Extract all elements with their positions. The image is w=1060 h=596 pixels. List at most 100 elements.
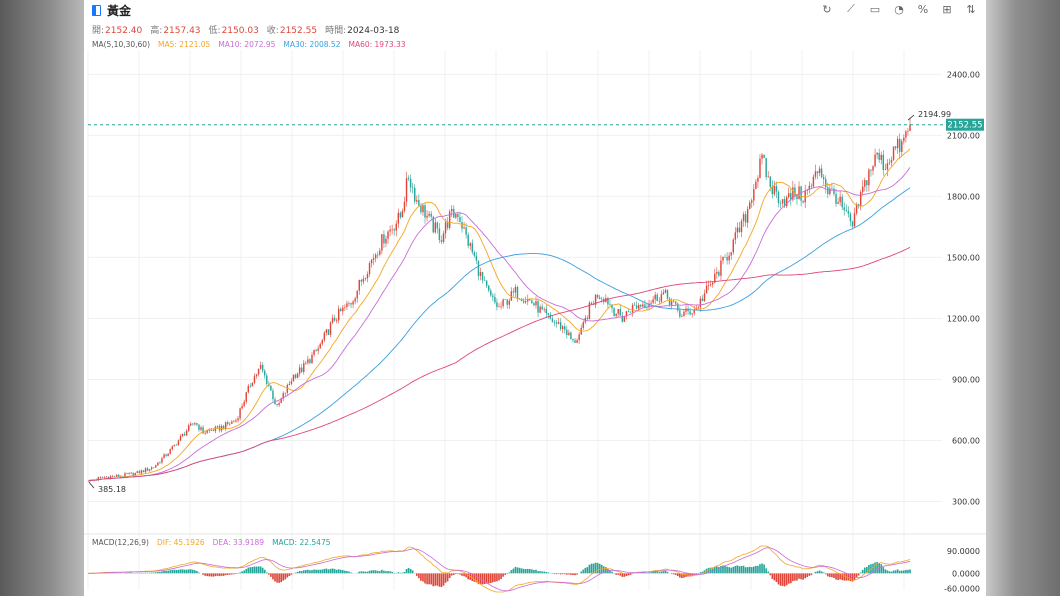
- ohlc-label: 收:: [266, 26, 279, 36]
- macd-histogram-bar: [561, 573, 564, 575]
- legend-item: DEA: 33.9189: [212, 538, 265, 547]
- candle-body: [718, 271, 720, 276]
- macd-histogram-bar: [298, 570, 301, 574]
- macd-histogram-bar: [282, 573, 285, 581]
- candle-body: [317, 348, 319, 351]
- candle-body: [794, 187, 796, 196]
- ohlc-value: 2157.43: [163, 26, 201, 36]
- pie-icon[interactable]: ◔: [894, 2, 904, 16]
- macd-histogram-bar: [736, 565, 739, 574]
- macd-histogram-bar: [619, 573, 622, 576]
- candle-body: [500, 306, 502, 307]
- candle-body: [442, 233, 445, 242]
- macd-histogram-bar: [849, 573, 852, 582]
- macd-histogram-bar: [874, 562, 876, 574]
- candle-body: [670, 301, 673, 306]
- price-chart[interactable]: 2400.00 2100.00 1800.00 1500.00 1200.00 900.0…: [84, 0, 986, 596]
- macd-histogram-bar: [247, 567, 250, 574]
- candle-body: [672, 301, 675, 302]
- macd-histogram-bar: [333, 568, 336, 574]
- candle-body: [901, 141, 903, 152]
- macd-histogram-bar: [311, 570, 313, 574]
- candle-body: [418, 200, 420, 206]
- candle-body: [202, 427, 204, 434]
- candle-body: [414, 187, 416, 202]
- candle-body: [730, 252, 732, 256]
- candle-body: [714, 273, 716, 283]
- candle-body: [870, 169, 872, 171]
- macd-histogram-bar: [407, 567, 410, 574]
- indicator-icon[interactable]: ▭: [869, 2, 881, 16]
- macd-histogram-bar: [245, 568, 248, 574]
- percent-icon[interactable]: %: [917, 2, 929, 16]
- candle-body: [886, 163, 889, 170]
- macd-histogram-bar: [798, 573, 800, 579]
- candle-body: [440, 240, 443, 242]
- macd-histogram-bar: [642, 572, 644, 574]
- ohlc-value: 2152.40: [105, 26, 143, 36]
- candle-body: [113, 476, 116, 477]
- macd-histogram-bar: [372, 570, 375, 574]
- candle-body: [712, 282, 714, 285]
- candle-body: [190, 423, 192, 426]
- macd-histogram-bar: [752, 566, 755, 574]
- candle-body: [118, 474, 120, 477]
- macd-histogram-bar: [185, 569, 188, 574]
- last-price-tag-label: 2152.55: [947, 121, 982, 131]
- macd-histogram-bar: [662, 571, 665, 574]
- macd-histogram-bar: [224, 573, 227, 576]
- macd-histogram-bar: [477, 573, 480, 585]
- macd-histogram-bar: [360, 571, 363, 574]
- candle-body: [722, 256, 724, 261]
- draw-icon[interactable]: ⟋: [847, 2, 855, 15]
- candle-body: [282, 393, 284, 399]
- candle-body: [397, 212, 400, 224]
- macd-histogram-bar: [111, 572, 114, 574]
- candle-body: [344, 307, 346, 308]
- macd-histogram-bar: [438, 573, 441, 587]
- macd-histogram-bar: [313, 569, 315, 574]
- macd-histogram-bar: [251, 566, 254, 574]
- macd-histogram-bar: [222, 573, 225, 576]
- candle-body: [619, 309, 621, 316]
- macd-histogram-bar: [822, 572, 825, 574]
- candle-body: [374, 254, 377, 259]
- candle-body: [175, 444, 178, 446]
- candle-body: [833, 188, 835, 194]
- ohlc-readout: 開:2152.40 高:2157.43 低:2150.03 收:2152.55 時間:2…: [92, 23, 407, 36]
- candle-body: [352, 301, 354, 305]
- macd-histogram-bar: [699, 572, 702, 574]
- macd-histogram-bar: [128, 572, 130, 574]
- macd-histogram-bar: [452, 573, 455, 575]
- candle-body: [465, 227, 467, 235]
- macd-histogram-bar: [144, 572, 147, 574]
- candle-body: [185, 430, 188, 436]
- candle-body: [872, 166, 874, 171]
- candle-body: [163, 454, 165, 459]
- candle-body: [529, 299, 531, 301]
- candle-body: [652, 299, 654, 303]
- candle-body: [146, 468, 149, 471]
- macd-legend: MACD(12,26,9) DIF: 45.1926 DEA: 33.9189 MAC…: [92, 538, 339, 547]
- macd-histogram-bar: [892, 570, 895, 574]
- candle-body: [664, 290, 667, 293]
- macd-histogram-bar: [109, 572, 112, 574]
- candle-body: [266, 375, 268, 385]
- candle-body: [393, 229, 395, 231]
- candle-body: [294, 374, 297, 378]
- compare-icon[interactable]: ⇅: [966, 2, 976, 16]
- grid-icon[interactable]: ⊞: [942, 2, 952, 16]
- macd-histogram-bar: [159, 571, 161, 574]
- refresh-icon[interactable]: ↻: [822, 2, 832, 16]
- macd-histogram-bar: [228, 573, 231, 575]
- macd-histogram-bar: [506, 573, 509, 574]
- ohlc-label: 高:: [150, 26, 163, 36]
- candle-body: [153, 467, 155, 469]
- candle-body: [576, 340, 578, 343]
- candle-body: [642, 304, 644, 307]
- candle-body: [364, 278, 367, 279]
- candle-body: [403, 201, 406, 211]
- macd-histogram-bar: [676, 573, 679, 577]
- macd-histogram-bar: [559, 573, 562, 575]
- macd-histogram-bar: [863, 567, 866, 574]
